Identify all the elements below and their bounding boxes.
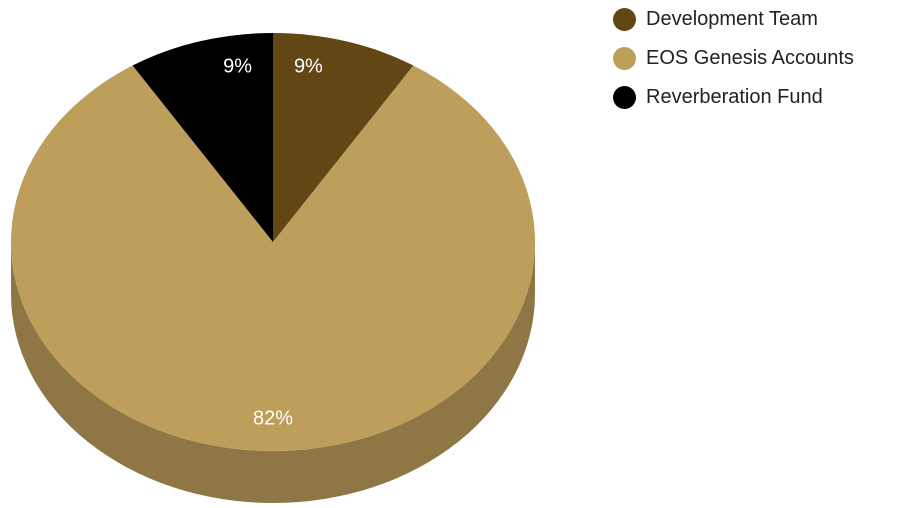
pie-slices xyxy=(11,33,536,451)
legend-swatch-reverberation-fund xyxy=(613,86,636,109)
pie-slice-reverberation-fund[interactable] xyxy=(132,33,273,242)
legend-label: Development Team xyxy=(646,8,818,30)
legend-swatch-development-team xyxy=(613,8,636,31)
pie-label-reverberation-fund: 9% xyxy=(223,55,252,77)
pie-depth xyxy=(11,242,535,503)
legend: Development Team EOS Genesis Accounts Re… xyxy=(613,6,854,123)
pie-label-eos-genesis-accounts: 82% xyxy=(253,408,293,430)
pie-data-labels: 9% 82% 9% xyxy=(223,55,323,429)
legend-label: Reverberation Fund xyxy=(646,86,823,108)
legend-item-development-team[interactable]: Development Team xyxy=(613,6,854,33)
legend-label: EOS Genesis Accounts xyxy=(646,47,854,69)
legend-swatch-eos-genesis-accounts xyxy=(613,47,636,70)
pie-slice-development-team[interactable] xyxy=(273,33,414,242)
pie-side-eos-genesis-accounts xyxy=(11,242,535,503)
pie-label-development-team: 9% xyxy=(294,55,323,77)
legend-item-reverberation-fund[interactable]: Reverberation Fund xyxy=(613,84,854,111)
legend-item-eos-genesis-accounts[interactable]: EOS Genesis Accounts xyxy=(613,45,854,72)
pie-slice-eos-genesis-accounts[interactable] xyxy=(11,65,536,451)
